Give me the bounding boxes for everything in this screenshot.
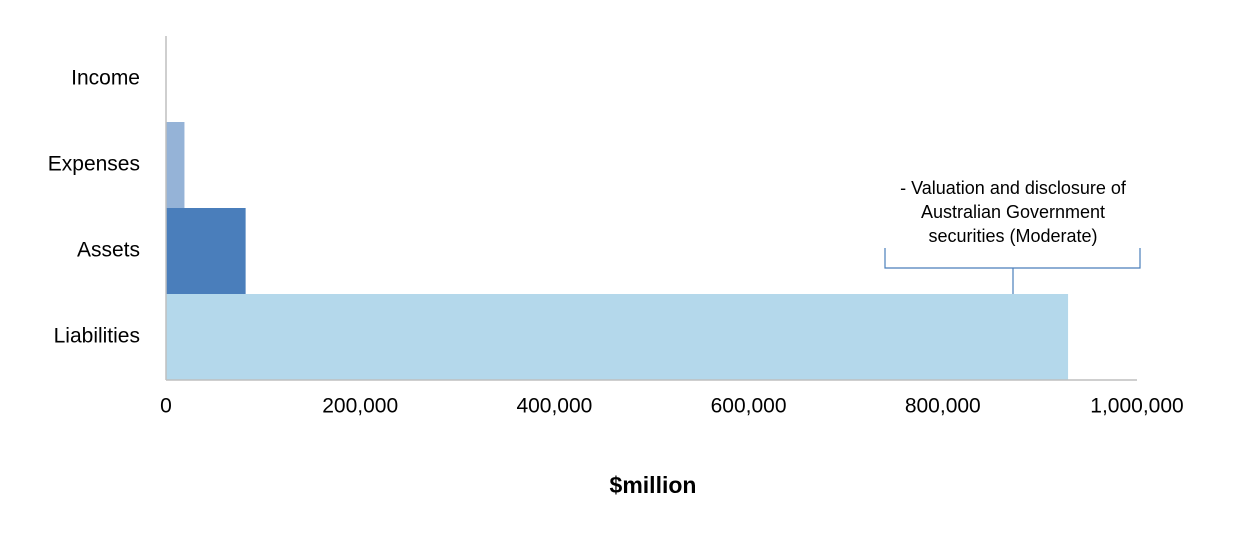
annotation-bracket: [884, 248, 1141, 294]
annotation-text: - Valuation and disclosure of: [900, 178, 1127, 198]
bar: [166, 294, 1069, 380]
x-tick-label: 0: [160, 395, 172, 418]
x-axis-label: $million: [610, 472, 697, 498]
y-tick-label: Liabilities: [54, 325, 140, 348]
bar: [166, 208, 246, 294]
bar: [166, 122, 185, 208]
annotation-text: securities (Moderate): [928, 226, 1097, 246]
y-tick-label: Assets: [77, 239, 140, 262]
annotation-text: Australian Government: [921, 202, 1105, 222]
x-tick-label: 400,000: [516, 395, 592, 418]
y-tick-label: Expenses: [48, 153, 140, 176]
y-tick-label: Income: [71, 67, 140, 90]
x-tick-label: 200,000: [322, 395, 398, 418]
x-tick-label: 1,000,000: [1090, 395, 1183, 418]
x-tick-label: 600,000: [711, 395, 787, 418]
x-tick-label: 800,000: [905, 395, 981, 418]
